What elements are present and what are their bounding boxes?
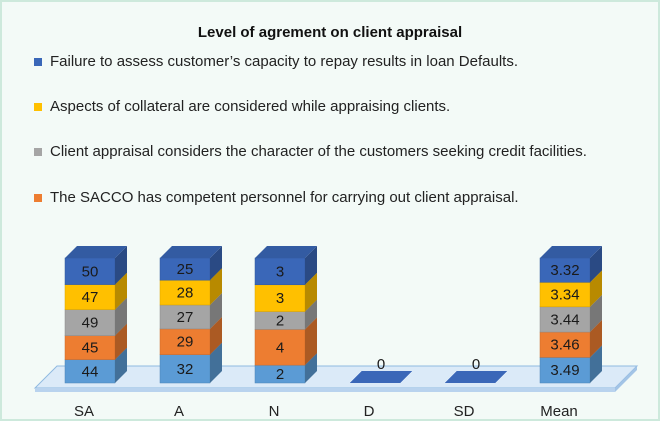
legend-item: Client appraisal considers the character… — [34, 142, 624, 161]
legend-item: Aspects of collateral are considered whi… — [34, 97, 660, 116]
bar-side — [590, 320, 602, 358]
bar-front — [159, 328, 211, 355]
bar-side — [210, 316, 222, 355]
legend-label: The SACCO has competent personnel for ca… — [50, 189, 519, 206]
bar-top — [65, 246, 127, 258]
bar-side — [115, 297, 127, 336]
legend-item: The SACCO has competent personnel for ca… — [34, 188, 660, 207]
bar-segment — [159, 246, 222, 281]
data-label: 3.46 — [550, 337, 579, 354]
data-label: 44 — [82, 363, 99, 380]
bar-segment — [350, 371, 412, 383]
data-label: 3.34 — [550, 287, 579, 304]
data-label: 47 — [82, 289, 99, 306]
data-label: 3 — [276, 263, 284, 280]
legend-label: Client appraisal considers the character… — [50, 143, 587, 160]
bar-segment — [64, 246, 127, 285]
bar-side — [210, 292, 222, 329]
bar-front — [539, 257, 591, 283]
x-tick-label: D — [364, 403, 375, 420]
legend-swatch — [34, 58, 42, 66]
x-tick-label: A — [174, 403, 184, 420]
bar-side — [115, 323, 127, 360]
bar-side — [115, 246, 127, 285]
bar-top — [540, 246, 602, 258]
x-tick-label: SD — [454, 403, 475, 420]
bar-side — [210, 342, 222, 383]
bar-top — [255, 246, 317, 258]
chart-title: Level of agrement on client appraisal — [197, 24, 463, 41]
bar-side — [305, 299, 317, 330]
bar-side — [115, 272, 127, 310]
data-label: 2 — [276, 366, 284, 383]
bar-side — [210, 268, 222, 305]
data-label: 25 — [177, 261, 194, 278]
data-label: 28 — [177, 285, 194, 302]
data-label: 0 — [377, 356, 385, 373]
legend-label: Failure to assess customer’s capacity to… — [50, 53, 518, 70]
bar-side — [305, 246, 317, 285]
bar-side — [210, 246, 222, 281]
bar-segment — [445, 371, 507, 383]
x-tick-label: SA — [74, 403, 94, 420]
floor-edge — [35, 388, 615, 392]
bar-side — [590, 345, 602, 383]
bar-segment — [254, 246, 317, 286]
legend-swatch — [34, 148, 42, 156]
bar-side — [305, 353, 317, 383]
legend-item: Failure to assess customer’s capacity to… — [34, 52, 660, 71]
data-label: 4 — [276, 339, 284, 356]
bar-front — [254, 284, 306, 312]
bar-front — [254, 329, 306, 366]
bar-top — [160, 246, 222, 258]
bar-front — [64, 257, 116, 285]
bar-flat — [350, 371, 412, 383]
bar-front — [64, 284, 116, 310]
bar-side — [590, 294, 602, 333]
data-label: 3.44 — [550, 311, 579, 328]
bar-side — [115, 347, 127, 383]
legend-label: Aspects of collateral are considered whi… — [50, 98, 451, 115]
bar-side — [305, 272, 317, 312]
legend-swatch — [34, 194, 42, 202]
bar-segment — [539, 246, 602, 283]
data-label: 49 — [82, 315, 99, 332]
data-label: 29 — [177, 334, 194, 351]
bar-side — [305, 317, 317, 366]
legend-swatch — [34, 103, 42, 111]
data-label: 3 — [276, 290, 284, 307]
bar-front — [64, 309, 116, 336]
data-label: 3.32 — [550, 262, 579, 279]
bar-flat — [445, 371, 507, 383]
data-label: 3.49 — [550, 362, 579, 379]
floor-side — [615, 366, 637, 392]
data-label: 50 — [82, 263, 99, 280]
data-label: 2 — [276, 312, 284, 329]
data-label: 32 — [177, 361, 194, 378]
bar-side — [590, 270, 602, 307]
x-tick-label: N — [269, 403, 280, 420]
bar-side — [590, 246, 602, 283]
bar-front — [254, 257, 306, 286]
bar-front — [539, 282, 591, 308]
data-label: 45 — [82, 340, 99, 357]
data-label: 27 — [177, 309, 194, 326]
x-tick-label: Mean — [540, 403, 578, 420]
data-label: 0 — [472, 356, 480, 373]
bar-front — [159, 354, 211, 384]
